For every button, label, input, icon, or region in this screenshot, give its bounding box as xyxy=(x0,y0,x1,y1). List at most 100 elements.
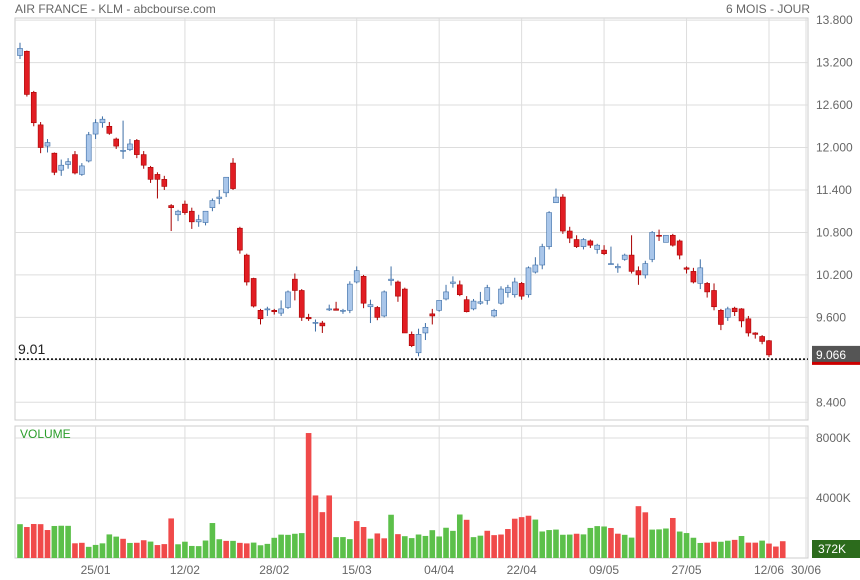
volume-bar xyxy=(546,530,552,558)
volume-bar xyxy=(402,536,408,558)
volume-bar xyxy=(223,540,229,558)
volume-bar xyxy=(724,540,731,558)
candle xyxy=(511,281,518,296)
volume-bar xyxy=(553,529,559,558)
y-tick-label: 13.800 xyxy=(816,13,853,27)
candle xyxy=(587,240,594,246)
volume-bar xyxy=(498,534,504,558)
x-tick-label: 09/05 xyxy=(589,563,619,577)
volume-bar xyxy=(697,542,704,558)
candle xyxy=(738,308,745,322)
candle xyxy=(724,308,731,318)
volume-bar xyxy=(415,534,422,558)
volume-tick-label: 4000K xyxy=(816,491,851,505)
volume-bar xyxy=(635,506,642,558)
volume-bar xyxy=(566,534,573,558)
volume-bar xyxy=(779,541,786,558)
chart-title: AIR FRANCE - KLM - abcbourse.com xyxy=(15,2,216,16)
volume-bar xyxy=(182,541,188,558)
candle xyxy=(298,290,305,318)
candle xyxy=(539,246,546,266)
volume-bar xyxy=(120,538,126,558)
volume-bar xyxy=(161,544,168,558)
candle xyxy=(106,125,113,134)
candle xyxy=(85,134,92,162)
x-tick-label: 30/06 xyxy=(791,563,821,577)
volume-bar xyxy=(230,540,236,558)
candle xyxy=(195,219,202,223)
volume-bar xyxy=(333,537,339,558)
volume-bar xyxy=(608,527,614,558)
candle xyxy=(237,227,243,251)
candle xyxy=(347,283,353,311)
candle xyxy=(278,308,284,314)
candle xyxy=(443,291,449,300)
candle xyxy=(216,196,223,199)
volume-bar xyxy=(305,433,312,558)
x-tick-label: 15/03 xyxy=(342,563,372,577)
candle xyxy=(250,278,257,307)
candle xyxy=(209,200,216,208)
x-tick-label: 27/05 xyxy=(672,563,702,577)
price-panel xyxy=(14,17,809,421)
volume-bar xyxy=(51,525,58,558)
candle xyxy=(450,281,456,284)
volume-bar xyxy=(594,526,601,558)
volume-tick-label: 8000K xyxy=(816,431,851,445)
volume-bar xyxy=(216,539,223,558)
x-tick-label: 12/06 xyxy=(754,563,784,577)
volume-bar xyxy=(298,533,305,558)
candle xyxy=(676,240,683,256)
candle xyxy=(669,234,676,246)
last-price-value: 9.066 xyxy=(816,348,846,362)
candle xyxy=(161,179,168,187)
candle xyxy=(360,276,367,304)
candle xyxy=(395,281,401,297)
last-price-badge-accent xyxy=(812,361,860,365)
volume-bar xyxy=(92,544,99,558)
volume-bar xyxy=(113,536,120,558)
candle xyxy=(243,254,250,283)
volume-bar xyxy=(353,521,360,558)
volume-bar xyxy=(511,518,518,558)
candle xyxy=(766,340,772,356)
candle xyxy=(188,210,195,223)
candle xyxy=(408,334,415,346)
volume-bar xyxy=(264,543,271,558)
volume-bar xyxy=(656,529,662,558)
candle xyxy=(525,267,532,296)
volume-bar xyxy=(250,542,257,558)
candle xyxy=(759,336,765,342)
volume-bar xyxy=(738,535,745,558)
x-tick-label: 25/01 xyxy=(81,563,111,577)
volume-bar xyxy=(374,533,381,558)
candle xyxy=(731,307,738,313)
candle xyxy=(202,210,209,223)
last-volume-value: 372K xyxy=(818,542,846,556)
candle xyxy=(333,308,339,311)
candle xyxy=(285,291,291,308)
candle xyxy=(271,309,278,313)
volume-bar xyxy=(587,527,594,558)
candle xyxy=(17,48,23,56)
period-label[interactable]: 6 MOIS - JOUR xyxy=(725,2,810,16)
candle xyxy=(532,264,539,273)
volume-bar xyxy=(450,530,456,558)
volume-bar xyxy=(127,542,133,558)
y-tick-label: 13.200 xyxy=(816,56,853,70)
candle xyxy=(257,309,264,320)
candle xyxy=(140,154,147,166)
y-tick-label: 9.600 xyxy=(816,310,846,324)
candle xyxy=(477,301,484,304)
candle xyxy=(113,138,120,147)
candle xyxy=(649,232,655,260)
volume-bar xyxy=(759,540,765,558)
volume-bar xyxy=(560,534,566,558)
candle xyxy=(58,164,65,171)
candle xyxy=(518,283,525,297)
volume-bar xyxy=(766,543,772,558)
volume-bar xyxy=(243,543,250,558)
volume-bar xyxy=(195,546,202,558)
candle xyxy=(367,304,374,308)
candle xyxy=(79,165,85,175)
